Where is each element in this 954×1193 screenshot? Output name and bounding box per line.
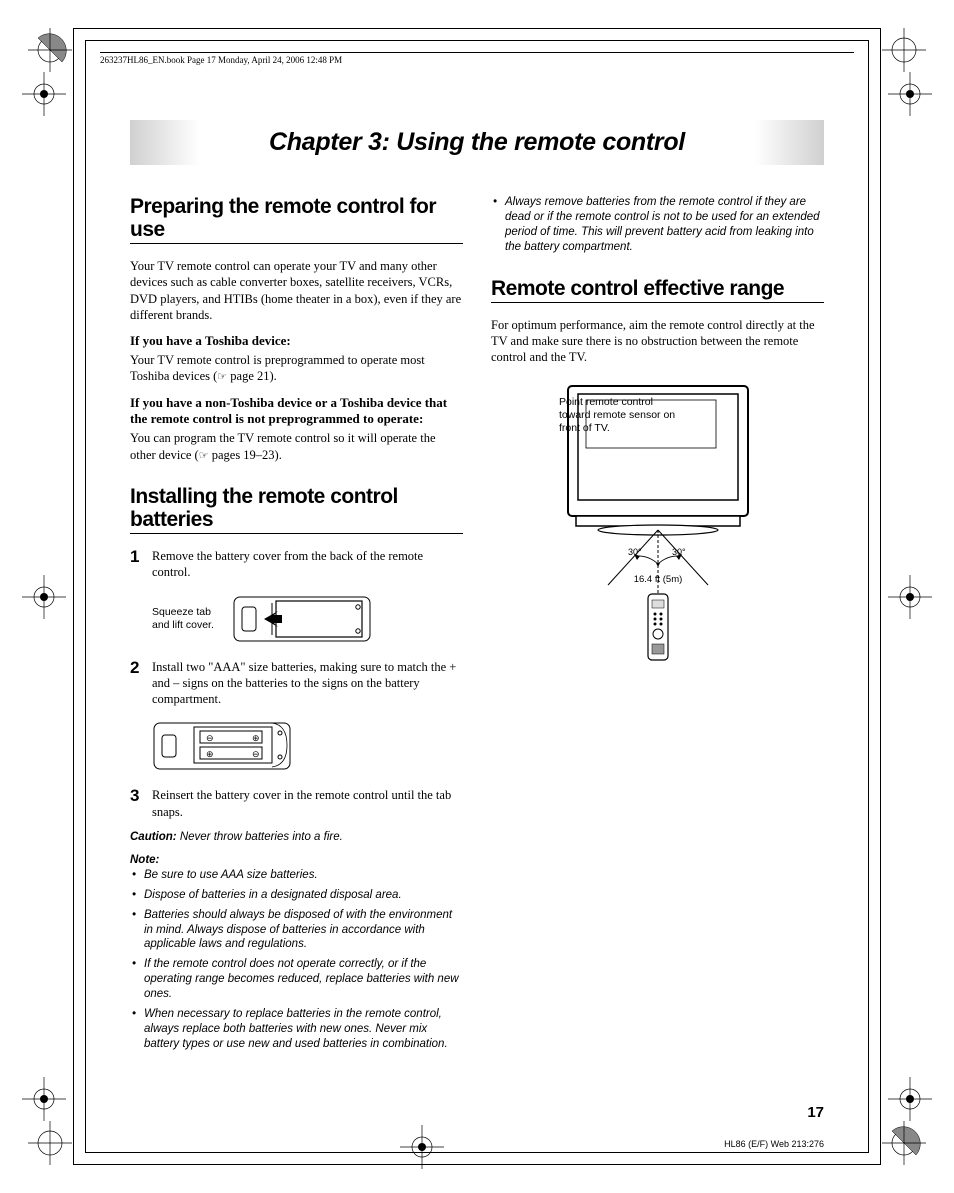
nontoshiba-text: You can program the TV remote control so…: [130, 430, 463, 463]
note-item: Batteries should always be disposed of w…: [130, 908, 463, 953]
toshiba-text-a: Your TV remote control is preprogrammed …: [130, 353, 425, 383]
tv-diagram: 30° 30° 16.4 ft (5m) Point remote contro…: [491, 380, 824, 714]
crop-mark-tr: [882, 28, 926, 72]
nontoshiba-subhead: If you have a non-Toshiba device or a To…: [130, 395, 463, 429]
section-installing-title: Installing the remote control batteries: [130, 485, 463, 534]
reg-mark-br: [888, 1077, 932, 1121]
caution-text: Never throw batteries into a fire.: [177, 831, 343, 843]
distance-label: 16.4 ft (5m): [633, 574, 682, 585]
step-2-num: 2: [130, 659, 152, 708]
diagram-cover-label: Squeeze tab and lift cover.: [152, 606, 222, 631]
caution-label: Caution:: [130, 831, 177, 843]
right-column: Always remove batteries from the remote …: [491, 195, 824, 1057]
range-para: For optimum performance, aim the remote …: [491, 317, 824, 366]
step-2: 2 Install two "AAA" size batteries, maki…: [130, 659, 463, 708]
note-item: Dispose of batteries in a designated dis…: [130, 888, 463, 903]
reg-mark-tl: [22, 72, 66, 116]
svg-text:⊕: ⊕: [252, 733, 260, 743]
reg-mark-ml: [22, 575, 66, 619]
notes-list: Be sure to use AAA size batteries. Dispos…: [130, 868, 463, 1052]
note-item: When necessary to replace batteries in t…: [130, 1007, 463, 1052]
left-column: Preparing the remote control for use You…: [130, 195, 463, 1057]
battery-cover-icon: [232, 591, 372, 647]
right-top-bullet: Always remove batteries from the remote …: [491, 195, 824, 255]
section-preparing-title: Preparing the remote control for use: [130, 195, 463, 244]
angle-right-label: 30°: [672, 547, 686, 557]
toshiba-text-b: page 21).: [227, 369, 277, 383]
crop-mark-br: [882, 1121, 926, 1165]
note-item: Be sure to use AAA size batteries.: [130, 868, 463, 883]
caution-line: Caution: Never throw batteries into a fi…: [130, 830, 463, 845]
step-1-num: 1: [130, 548, 152, 581]
header-meta: 263237HL86_EN.book Page 17 Monday, April…: [100, 52, 854, 65]
reg-mark-bl: [22, 1077, 66, 1121]
reg-mark-mr: [888, 575, 932, 619]
svg-text:⊕: ⊕: [206, 749, 214, 759]
chapter-title: Chapter 3: Using the remote control: [130, 120, 824, 165]
nontoshiba-text-b: pages 19–23).: [209, 448, 282, 462]
step-2-text: Install two "AAA" size batteries, making…: [152, 659, 463, 708]
tv-label-text: Point remote control toward remote senso…: [559, 396, 677, 435]
reg-mark-tr: [888, 72, 932, 116]
page-number: 17: [807, 1104, 824, 1121]
crop-mark-bl: [28, 1121, 72, 1165]
svg-text:⊖: ⊖: [252, 749, 260, 759]
section-range-title: Remote control effective range: [491, 277, 824, 303]
footer-code: HL86 (E/F) Web 213:276: [724, 1139, 824, 1149]
diagram-batteries: ⊖ ⊕ ⊕ ⊖: [152, 717, 463, 775]
battery-install-icon: ⊖ ⊕ ⊕ ⊖: [152, 717, 292, 775]
preparing-para: Your TV remote control can operate your …: [130, 258, 463, 323]
note-head: Note:: [130, 853, 463, 868]
svg-text:⊖: ⊖: [206, 733, 214, 743]
note-item: If the remote control does not operate c…: [130, 957, 463, 1002]
step-1: 1 Remove the battery cover from the back…: [130, 548, 463, 581]
nontoshiba-text-a: You can program the TV remote control so…: [130, 431, 436, 461]
step-3: 3 Reinsert the battery cover in the remo…: [130, 787, 463, 820]
right-top-bullet-item: Always remove batteries from the remote …: [491, 195, 824, 255]
diagram-cover: Squeeze tab and lift cover.: [152, 591, 463, 647]
toshiba-text: Your TV remote control is preprogrammed …: [130, 352, 463, 385]
hand-icon: ☞: [217, 370, 227, 384]
hand-icon: ☞: [199, 449, 209, 463]
angle-left-label: 30°: [628, 547, 642, 557]
crop-mark-tl: [28, 28, 72, 72]
step-3-text: Reinsert the battery cover in the remote…: [152, 787, 463, 820]
toshiba-subhead: If you have a Toshiba device:: [130, 333, 463, 350]
step-1-text: Remove the battery cover from the back o…: [152, 548, 463, 581]
step-3-num: 3: [130, 787, 152, 820]
